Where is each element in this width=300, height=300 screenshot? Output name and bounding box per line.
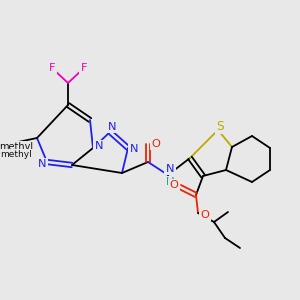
Text: H: H (166, 177, 174, 187)
Text: N: N (108, 122, 116, 132)
Text: F: F (81, 63, 87, 73)
Text: S: S (216, 119, 224, 133)
Text: O: O (201, 210, 209, 220)
Text: O: O (169, 180, 178, 190)
Text: methyl: methyl (0, 142, 33, 152)
Text: N: N (130, 144, 138, 154)
Text: methyl: methyl (0, 150, 32, 159)
Text: N: N (166, 164, 174, 174)
Text: O: O (152, 139, 160, 149)
Text: N: N (95, 141, 103, 151)
Text: N: N (38, 159, 46, 169)
Text: F: F (49, 63, 55, 73)
